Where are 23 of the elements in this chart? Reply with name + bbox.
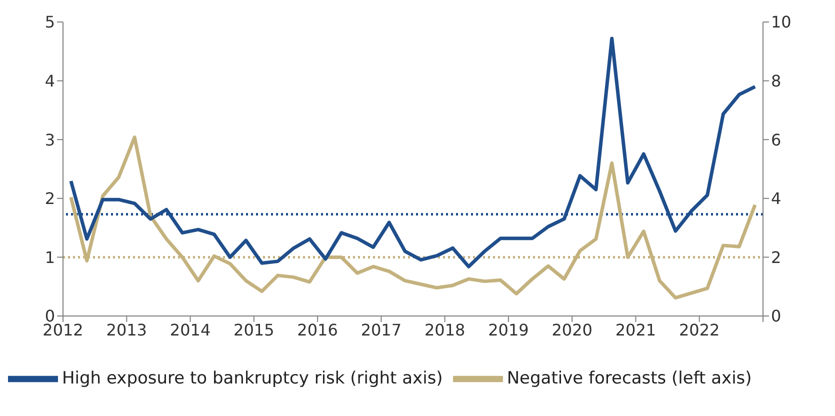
y2-tick-label: 10 [771,12,792,32]
y-tick-label: 5 [44,12,55,32]
y2-tick-label: 2 [771,248,782,267]
y-tick-label: 1 [44,248,55,267]
y2-tick-label: 6 [771,130,782,150]
x-tick-label: 2021 [615,320,656,340]
legend-label: High exposure to bankruptcy risk (right axis) [62,368,443,389]
y-tick-label: 2 [44,189,55,208]
x-tick-label: 2017 [360,320,402,340]
y2-tick-label: 4 [771,189,782,208]
x-tick-label: 2018 [424,320,466,340]
x-tick-label: 2015 [234,320,274,340]
y2-tick-label: 0 [771,306,782,326]
y-tick-label: 4 [44,71,55,90]
x-tick-label: 2022 [679,320,720,340]
x-tick-label: 2013 [106,320,147,340]
x-tick-label: 2014 [170,320,211,340]
y-tick-label: 3 [44,130,55,150]
x-tick-label: 2016 [297,320,338,340]
x-tick-label: 2019 [488,320,529,340]
y2-tick-label: 8 [771,71,782,90]
x-tick-label: 2020 [552,320,592,340]
legend-label: Negative forecasts (left axis) [506,368,752,389]
